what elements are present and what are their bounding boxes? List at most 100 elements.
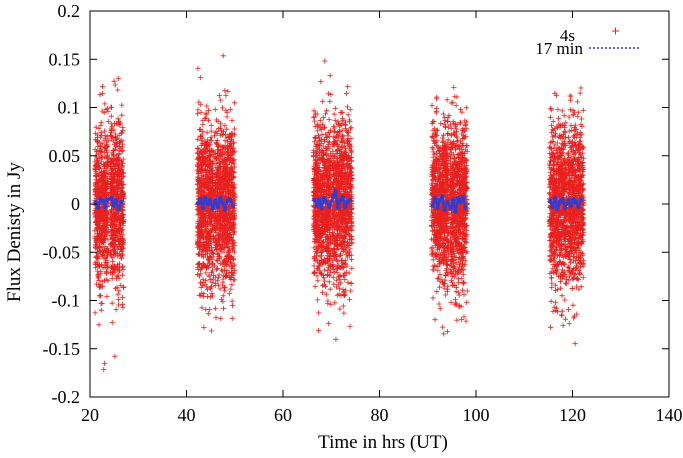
scatter-point: [98, 119, 104, 125]
scatter-point: [347, 324, 353, 330]
scatter-point: [435, 127, 441, 133]
scatter-point: [102, 101, 108, 107]
scatter-point: [105, 109, 111, 115]
scatter-point: [120, 124, 126, 130]
scatter-point: [311, 269, 317, 275]
scatter-point: [97, 292, 103, 299]
scatter-point: [111, 164, 117, 170]
scatter-point: [114, 186, 121, 192]
scatter-point: [105, 118, 111, 124]
scatter-point: [115, 302, 122, 308]
scatter-point: [208, 328, 215, 334]
scatter-point: [98, 154, 104, 160]
scatter-point: [93, 137, 99, 143]
scatter-point: [326, 279, 332, 285]
scatter-point: [109, 158, 115, 164]
scatter-point: [114, 273, 120, 279]
scatter-point: [104, 106, 111, 112]
scatter-point: [444, 97, 450, 103]
scatter-point: [204, 129, 210, 135]
scatter-point: [96, 126, 102, 132]
scatter-point: [99, 175, 105, 182]
scatter-point: [195, 66, 201, 72]
scatter-point: [118, 167, 124, 173]
scatter-point: [345, 112, 351, 118]
scatter-point: [345, 279, 351, 285]
scatter-point: [119, 144, 125, 150]
scatter-point: [98, 270, 104, 276]
scatter-point: [96, 222, 102, 229]
scatter-point: [102, 263, 108, 269]
scatter-point: [115, 76, 121, 82]
scatter-point: [102, 187, 108, 193]
scatter-point: [440, 135, 446, 141]
scatter-point: [344, 90, 350, 97]
scatter-point: [99, 108, 105, 114]
scatter-point: [95, 160, 101, 166]
scatter-point: [119, 294, 126, 301]
scatter-point: [109, 229, 115, 235]
scatter-point: [331, 111, 337, 117]
scatter-point: [108, 121, 114, 127]
scatter-point: [104, 142, 110, 148]
scatter-point: [95, 234, 101, 240]
plot-area: [92, 53, 587, 373]
scatter-point: [99, 279, 105, 285]
scatter-point: [318, 79, 324, 85]
scatter-point: [120, 245, 126, 252]
scatter-point: [108, 127, 115, 133]
scatter-point: [114, 215, 120, 221]
scatter-point: [220, 276, 226, 282]
scatter-point: [95, 192, 101, 199]
scatter-point: [345, 136, 351, 142]
scatter-point: [228, 286, 234, 292]
scatter-point: [102, 128, 108, 134]
scatter-point: [96, 322, 102, 328]
scatter-point: [93, 130, 99, 136]
scatter-point: [108, 167, 114, 173]
scatter-point: [101, 162, 107, 168]
scatter-point: [221, 285, 227, 291]
scatter-point: [109, 319, 115, 326]
scatter-point: [119, 272, 126, 278]
scatter-point: [109, 276, 115, 282]
scatter-point: [93, 219, 100, 226]
scatter-point: [95, 237, 101, 243]
scatter-point: [338, 139, 344, 145]
scatter-point: [312, 283, 318, 289]
scatter-point: [113, 306, 119, 313]
scatter-point: [98, 133, 104, 139]
scatter-point: [116, 261, 123, 267]
scatter-point: [117, 216, 123, 222]
scatter-point: [345, 84, 351, 90]
scatter-point: [113, 153, 119, 159]
scatter-point: [206, 273, 212, 279]
series-4s: [92, 53, 587, 373]
scatter-point: [105, 237, 111, 243]
scatter-point: [108, 113, 114, 119]
scatter-point: [315, 328, 322, 334]
scatter-point: [96, 248, 103, 254]
scatter-point: [115, 156, 121, 162]
scatter-point: [99, 284, 106, 290]
scatter-point: [115, 87, 121, 93]
scatter-point: [96, 151, 102, 157]
scatter-point: [319, 131, 325, 137]
scatter-point: [107, 241, 114, 247]
scatter-point: [112, 131, 118, 137]
scatter-point: [99, 252, 105, 258]
scatter-point: [326, 91, 332, 97]
scatter-point: [94, 255, 100, 261]
scatter-point: [119, 160, 125, 166]
scatter-point: [218, 315, 224, 321]
scatter-point: [198, 137, 204, 144]
scatter-point: [322, 58, 328, 64]
scatter-point: [117, 138, 124, 144]
scatter-point: [334, 257, 340, 263]
scatter-point: [120, 232, 126, 238]
scatter-point: [112, 353, 118, 359]
scatter-point: [212, 106, 218, 113]
scatter-point: [431, 151, 437, 157]
scatter-point: [117, 236, 124, 242]
